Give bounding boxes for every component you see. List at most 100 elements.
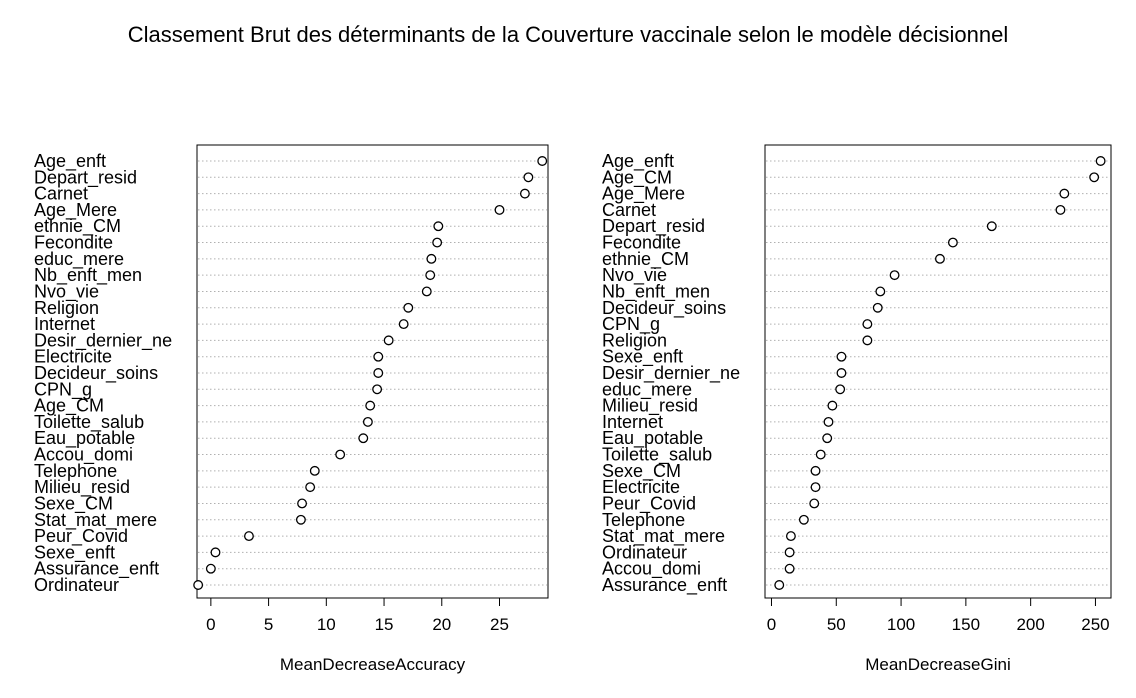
x-axis-label: MeanDecreaseAccuracy [280,655,466,674]
category-label: Ordinateur [602,542,687,562]
data-point [403,302,414,313]
data-point [934,253,945,264]
data-point [784,563,795,574]
data-point [862,335,873,346]
category-label: CPN_g [602,314,660,335]
category-label: Age_enft [602,151,674,172]
data-point [193,580,204,590]
data-point [810,482,821,493]
data-point [774,580,785,590]
category-label: educ_mere [34,249,124,270]
data-point [822,433,833,444]
x-tick-label: 0 [767,615,776,634]
data-point [494,204,505,215]
data-point [875,286,886,297]
data-point [205,563,216,574]
data-point [537,156,548,166]
data-point [836,351,847,362]
data-point [295,514,306,525]
data-point [815,449,826,460]
category-label: Age_CM [34,396,104,417]
x-tick-label: 200 [1016,615,1044,634]
category-label: Depart_resid [34,167,137,188]
category-label: Nb_enft_men [34,265,142,286]
category-label: Sexe_enft [34,542,115,563]
category-label: Milieu_resid [602,396,698,417]
category-label: Accou_domi [602,559,701,580]
data-point [398,319,409,330]
category-label: Eau_potable [34,428,135,449]
category-label: Religion [602,330,667,350]
data-point [523,172,534,183]
data-point [426,253,437,264]
category-label: ethnie_CM [34,216,121,237]
data-point [433,221,444,232]
data-point [373,351,384,362]
data-point [889,270,900,281]
category-label: Peur_Covid [602,493,696,514]
category-label: Assurance_enft [34,559,159,580]
category-label: Nvo_vie [34,281,99,302]
data-point [1055,204,1066,215]
x-tick-label: 150 [952,615,980,634]
plot-frame [196,144,549,599]
category-label: Sexe_CM [602,461,681,482]
data-point [372,384,383,395]
chart-title: Classement Brut des déterminants de la C… [127,22,1009,47]
category-label: Internet [602,412,663,432]
category-label: Telephone [602,510,685,530]
data-point [810,465,821,476]
data-point [309,465,320,476]
category-label: Eau_potable [602,428,703,449]
data-point [421,286,432,297]
data-point [862,319,873,330]
x-tick-label: 15 [375,615,394,634]
data-point [947,237,958,248]
category-label: Religion [34,298,99,318]
x-tick-label: 5 [264,615,273,634]
data-point [425,270,436,281]
category-label: Desir_dernier_ne [34,330,172,351]
category-label: Internet [34,314,95,334]
x-tick-label: 0 [206,615,215,634]
data-point [432,237,443,248]
category-label: Desir_dernier_ne [602,363,740,384]
category-label: Accou_domi [34,445,133,466]
data-point [827,400,838,411]
category-label: Milieu_resid [34,477,130,498]
x-tick-label: 25 [490,615,509,634]
data-point [836,368,847,378]
data-point [809,498,820,509]
category-label: educ_mere [602,379,692,400]
category-label: ethnie_CM [602,249,689,270]
data-point [362,416,373,427]
category-label: Fecondite [602,233,681,253]
category-label: Electricite [602,477,680,497]
data-point [986,221,997,232]
data-point [872,302,883,313]
panel-mean-decrease-gini: Age_enftAge_CMAge_MereCarnetDepart_resid… [602,144,1112,674]
data-point [373,368,384,378]
data-point [823,416,834,427]
category-label: Sexe_enft [602,347,683,368]
category-label: Stat_mat_mere [34,510,157,531]
category-label: Carnet [34,184,88,204]
data-point [784,547,795,558]
category-label: Age_enft [34,151,106,172]
category-label: Age_Mere [602,184,685,205]
data-point [1059,188,1070,199]
category-label: Age_Mere [34,200,117,221]
category-label: Decideur_soins [602,298,726,319]
category-label: Telephone [34,461,117,481]
category-label: Electricite [34,347,112,367]
category-label: Toilette_salub [602,445,712,466]
panel-mean-decrease-accuracy: Age_enftDepart_residCarnetAge_Mereethnie… [34,144,549,674]
data-point [365,400,376,411]
data-point [1089,172,1100,183]
data-point [297,498,308,509]
x-tick-label: 20 [432,615,451,634]
category-label: Decideur_soins [34,363,158,384]
category-label: Fecondite [34,233,113,253]
category-label: Age_CM [602,167,672,188]
